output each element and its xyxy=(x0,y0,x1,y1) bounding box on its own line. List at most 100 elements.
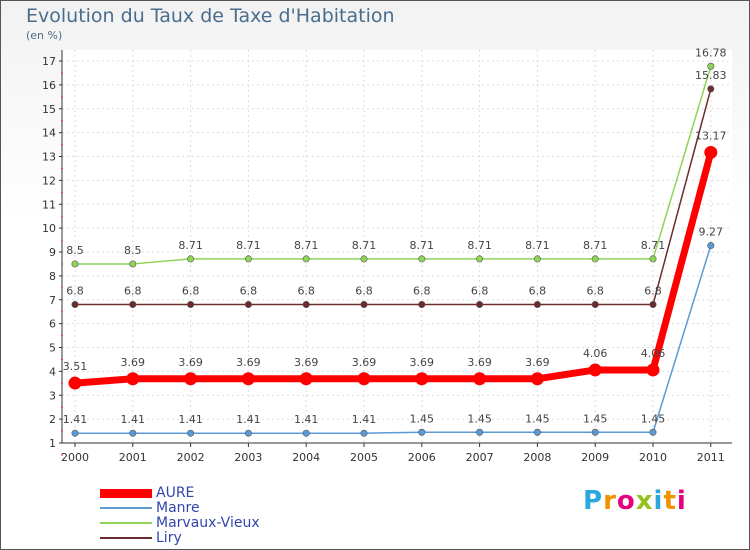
data-label-aure: 3.69 xyxy=(467,356,492,369)
data-point-marvaux-vieux xyxy=(476,255,484,263)
data-label-liry: 6.8 xyxy=(355,285,373,298)
x-tick-label: 2005 xyxy=(350,451,378,464)
data-label-liry: 6.8 xyxy=(182,285,200,298)
data-label-marvaux-vieux: 8.5 xyxy=(66,244,84,257)
data-point-marvaux-vieux xyxy=(302,255,310,263)
data-label-manre: 1.41 xyxy=(121,413,146,426)
data-point-aure xyxy=(646,363,660,377)
data-label-manre: 1.45 xyxy=(641,412,666,425)
x-tick-label: 2011 xyxy=(697,451,725,464)
data-point-marvaux-vieux xyxy=(187,255,195,263)
data-label-manre: 1.45 xyxy=(410,412,435,425)
data-label-manre: 1.41 xyxy=(352,413,377,426)
data-point-manre xyxy=(187,429,195,437)
data-label-aure: 3.69 xyxy=(525,356,550,369)
y-tick-label: 16 xyxy=(42,79,56,92)
y-tick-label: 3 xyxy=(49,389,56,402)
data-point-manre xyxy=(302,429,310,437)
x-tick-label: 2001 xyxy=(119,451,147,464)
logo-letter: i xyxy=(653,486,664,516)
data-point-marvaux-vieux xyxy=(418,255,426,263)
data-point-aure xyxy=(530,372,544,386)
data-point-marvaux-vieux xyxy=(591,255,599,263)
data-label-manre: 1.41 xyxy=(236,413,261,426)
data-label-marvaux-vieux: 8.71 xyxy=(525,239,550,252)
logo-letter: r xyxy=(603,486,617,516)
data-label-manre: 1.41 xyxy=(63,413,88,426)
data-label-liry: 6.8 xyxy=(413,285,431,298)
data-label-liry: 6.8 xyxy=(644,285,662,298)
legend-item-manre: Manre xyxy=(100,500,200,516)
x-tick-label: 2003 xyxy=(234,451,262,464)
data-label-aure: 13.17 xyxy=(695,129,727,142)
data-point-aure xyxy=(126,372,140,386)
x-tick-label: 2008 xyxy=(523,451,551,464)
data-label-liry: 6.8 xyxy=(586,285,604,298)
data-label-marvaux-vieux: 8.71 xyxy=(641,239,666,252)
legend-item-marvaux-vieux: Marvaux-Vieux xyxy=(100,515,260,531)
data-point-manre xyxy=(476,428,484,436)
logo-letter: o xyxy=(616,486,636,516)
y-tick-label: 14 xyxy=(42,127,56,140)
data-label-aure: 4.06 xyxy=(641,347,666,360)
data-point-aure xyxy=(415,372,429,386)
data-point-marvaux-vieux xyxy=(533,255,541,263)
data-point-aure xyxy=(299,372,313,386)
series-line-aure xyxy=(71,148,715,387)
data-point-liry xyxy=(187,301,195,309)
data-point-aure xyxy=(68,376,82,390)
data-label-liry: 6.8 xyxy=(297,285,315,298)
x-tick-label: 2004 xyxy=(292,451,320,464)
logo-letter: x xyxy=(635,486,654,516)
series-line-marvaux-vieux xyxy=(74,65,712,265)
data-label-manre: 9.27 xyxy=(699,226,724,239)
x-tick-label: 2009 xyxy=(581,451,609,464)
y-tick-label: 8 xyxy=(49,270,56,283)
data-point-liry xyxy=(302,301,310,309)
data-point-manre xyxy=(418,428,426,436)
data-point-marvaux-vieux xyxy=(360,255,368,263)
y-tick-label: 1 xyxy=(49,437,56,450)
data-point-manre xyxy=(591,428,599,436)
y-tick-label: 2 xyxy=(49,413,56,426)
data-label-marvaux-vieux: 16.78 xyxy=(695,46,727,59)
legend-label-liry: Liry xyxy=(156,530,182,546)
y-tick-label: 12 xyxy=(42,174,56,187)
legend-swatch-manre xyxy=(100,507,152,509)
data-label-marvaux-vieux: 8.71 xyxy=(352,239,377,252)
y-tick-label: 13 xyxy=(42,151,56,164)
legend-label-marvaux-vieux: Marvaux-Vieux xyxy=(156,515,260,531)
data-point-aure xyxy=(473,372,487,386)
data-point-aure xyxy=(704,145,718,159)
y-tick-label: 6 xyxy=(49,318,56,331)
data-label-manre: 1.45 xyxy=(525,412,550,425)
data-label-liry: 6.8 xyxy=(66,285,84,298)
data-point-manre xyxy=(360,429,368,437)
data-point-marvaux-vieux xyxy=(244,255,252,263)
data-label-marvaux-vieux: 8.71 xyxy=(583,239,608,252)
data-point-aure xyxy=(184,372,198,386)
legend-label-aure: AURE xyxy=(156,485,195,501)
series-line-liry xyxy=(74,88,712,306)
x-tick-label: 2007 xyxy=(466,451,494,464)
legend-swatch-marvaux-vieux xyxy=(100,522,152,524)
data-point-liry xyxy=(244,301,252,309)
legend-swatch-liry xyxy=(100,537,152,539)
data-point-manre xyxy=(707,242,715,250)
data-label-aure: 3.69 xyxy=(121,356,146,369)
data-label-manre: 1.41 xyxy=(178,413,203,426)
data-point-liry xyxy=(71,301,79,309)
y-tick-label: 7 xyxy=(49,294,56,307)
series-line-manre xyxy=(74,244,712,434)
data-label-aure: 3.69 xyxy=(178,356,203,369)
data-label-liry: 15.83 xyxy=(695,69,727,82)
data-point-liry xyxy=(476,301,484,309)
data-label-aure: 3.69 xyxy=(236,356,261,369)
legend-item-liry: Liry xyxy=(100,530,182,546)
data-point-liry xyxy=(533,301,541,309)
data-label-marvaux-vieux: 8.71 xyxy=(467,239,492,252)
data-point-aure xyxy=(588,363,602,377)
data-point-aure xyxy=(357,372,371,386)
data-label-marvaux-vieux: 8.71 xyxy=(294,239,319,252)
